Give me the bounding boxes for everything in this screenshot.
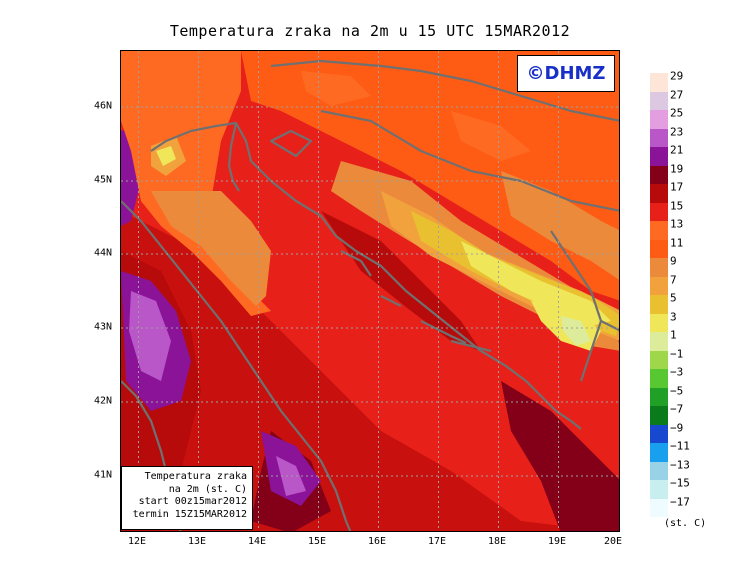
temperature-field — [121, 51, 619, 531]
legend-unit: (st. C) — [664, 518, 707, 529]
legend-swatch — [650, 480, 668, 499]
lat-label-42n: 42N — [93, 395, 112, 407]
legend-label: 11 — [670, 236, 684, 249]
legend-label: 3 — [670, 310, 677, 323]
violet-patch-west — [129, 291, 171, 381]
dhmz-copyright-badge: ©DHMZ — [517, 55, 615, 92]
lon-label-16e: 16E — [367, 536, 387, 547]
legend-swatch — [650, 369, 668, 388]
legend-swatch — [650, 443, 668, 462]
lon-label-14e: 14E — [247, 536, 267, 547]
lon-label-19e: 19E — [547, 536, 567, 547]
graticule — [121, 51, 619, 531]
italy-land — [121, 51, 271, 316]
legend-swatch — [650, 461, 668, 480]
legend-swatch — [650, 73, 668, 92]
legend-label: 23 — [670, 125, 684, 138]
legend-label: −17 — [670, 495, 690, 508]
legend-label: −13 — [670, 458, 690, 471]
temperature-map — [120, 50, 620, 532]
legend-swatch — [650, 202, 668, 221]
legend-swatch — [650, 184, 668, 203]
legend-label: −7 — [670, 402, 684, 416]
legend-label: 29 — [670, 69, 684, 83]
legend-label: −15 — [670, 476, 690, 490]
legend-label: −11 — [670, 439, 690, 453]
info-line-start: start 00z15mar2012 — [138, 496, 247, 507]
hot-zone-southeast — [501, 381, 619, 531]
lat-label-46n: 46N — [93, 100, 112, 112]
legend-label: 7 — [670, 273, 677, 286]
legend-label: 19 — [670, 162, 684, 175]
lat-label-41n: 41N — [93, 469, 112, 481]
legend-label: 1 — [670, 328, 677, 342]
legend-label: −9 — [670, 421, 684, 434]
legend-swatch — [650, 276, 668, 295]
pannonian-area — [451, 111, 531, 161]
legend-swatch — [650, 498, 668, 517]
legend-swatch — [650, 239, 668, 258]
legend-swatch — [650, 313, 668, 332]
lon-label-12e: 12E — [127, 536, 147, 547]
lon-label-15e: 15E — [307, 536, 327, 547]
info-line-valid: termin 15Z15MAR2012 — [132, 508, 247, 520]
coldest-zone — [561, 316, 591, 346]
lat-label-44n: 44N — [93, 247, 112, 259]
legend-swatch — [650, 295, 668, 314]
legend-label: −3 — [670, 365, 684, 379]
bosnia-east — [501, 171, 619, 280]
legend-swatch — [650, 221, 668, 240]
lat-label-45n: 45N — [93, 174, 112, 186]
legend-label: 25 — [670, 106, 684, 120]
legend-swatch — [650, 258, 668, 277]
legend-label: 15 — [670, 199, 684, 212]
legend-swatch — [650, 128, 668, 147]
legend-label: 5 — [670, 291, 677, 305]
warm-strip-coast — [321, 211, 481, 351]
lon-label-20e: 20E — [603, 536, 623, 547]
warm-zone-south — [121, 211, 605, 531]
info-line-variable: Temperatura zraka — [144, 471, 247, 482]
lon-label-18e: 18E — [487, 536, 507, 547]
legend-label: −1 — [670, 347, 684, 360]
legend-label: 17 — [670, 180, 684, 194]
legend-swatch — [650, 387, 668, 406]
lon-label-13e: 13E — [187, 536, 207, 547]
legend-swatch — [650, 350, 668, 369]
map-title: Temperatura zraka na 2m u 15 UTC 15MAR20… — [169, 22, 571, 40]
legend-swatch — [650, 165, 668, 184]
legend-swatch — [650, 91, 668, 110]
legend-swatch — [650, 406, 668, 425]
info-line-units: na 2m (st. C) — [168, 483, 247, 495]
istria-adriatic-north — [151, 191, 271, 306]
info-box: Temperatura zraka na 2m (st. C) start 00… — [121, 466, 253, 530]
legend-label: 13 — [670, 217, 684, 231]
legend-swatch — [650, 332, 668, 351]
legend-swatch — [650, 424, 668, 443]
venice-lagoon-cool — [156, 146, 176, 166]
lat-label-43n: 43N — [93, 321, 112, 333]
legend-label: −5 — [670, 384, 684, 397]
legend-label: 27 — [670, 88, 684, 101]
legend-swatch — [650, 110, 668, 129]
legend-swatch — [650, 147, 668, 166]
legend-label: 21 — [670, 143, 684, 157]
coastline — [121, 59, 619, 531]
lon-label-17e: 17E — [427, 536, 447, 547]
legend-label: 9 — [670, 254, 677, 268]
